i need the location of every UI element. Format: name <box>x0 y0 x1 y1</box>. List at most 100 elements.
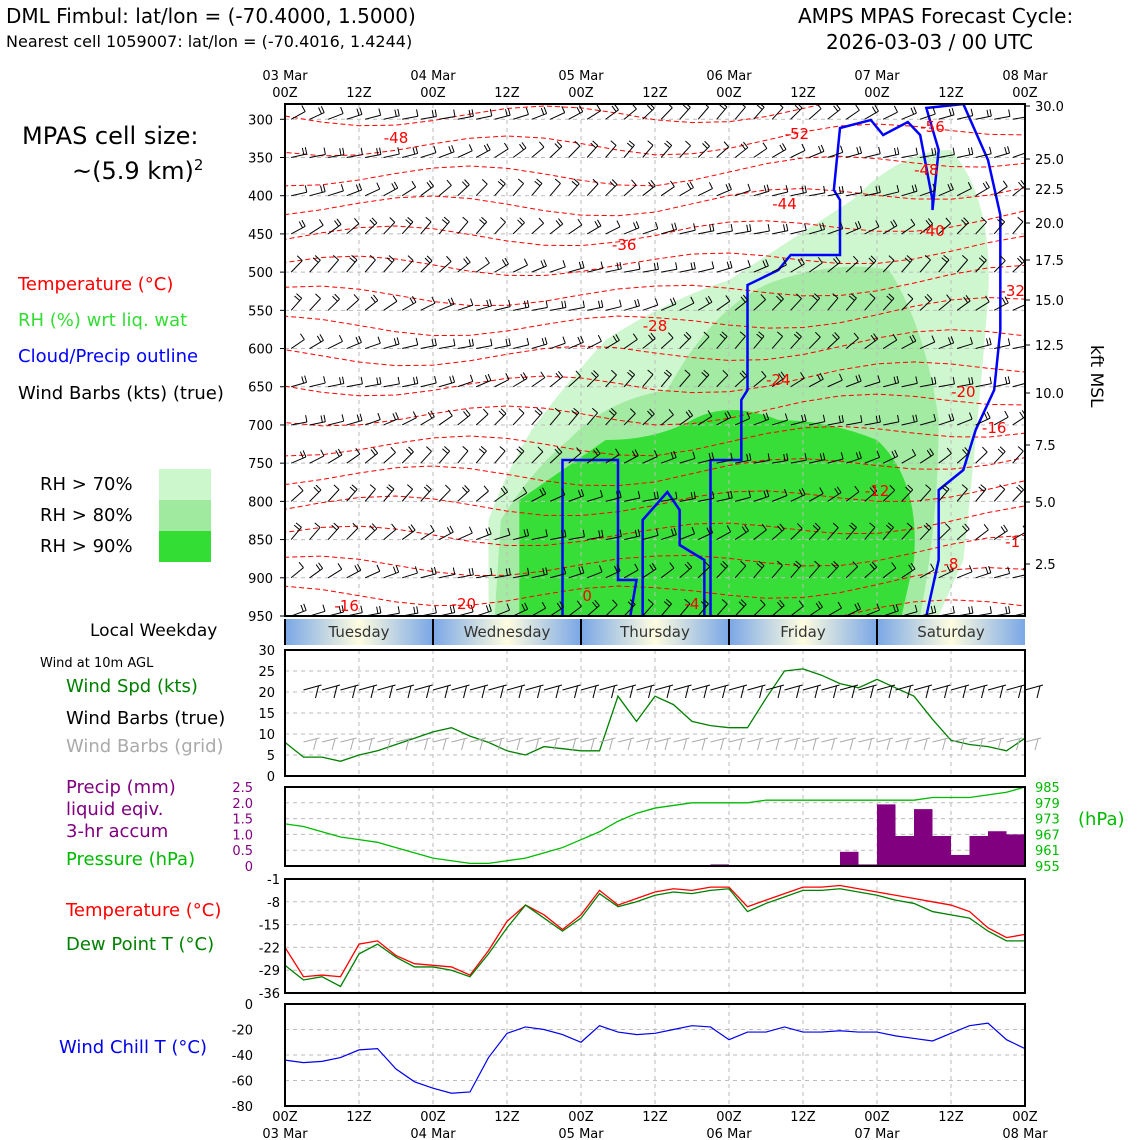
wind-barb-flag <box>817 256 823 264</box>
wind-barb <box>475 149 491 158</box>
wind-barb-flag <box>944 523 951 529</box>
wind-barb <box>808 606 823 616</box>
wind-barb-flag <box>489 299 493 307</box>
wind-barb-flag <box>814 331 821 338</box>
wind-barb-flag <box>444 446 451 452</box>
wind-barb <box>864 226 880 235</box>
wind-barb-flag <box>832 334 838 341</box>
wind-barb-flag <box>410 524 416 531</box>
precip-bar <box>877 804 896 866</box>
wind-barb-flag <box>470 298 474 306</box>
wind-barb-flag <box>1027 567 1029 574</box>
wind-barb-flag <box>671 223 675 231</box>
wind-barb <box>790 192 807 197</box>
wind-barb-flag <box>597 334 602 342</box>
wind-barb <box>679 336 692 349</box>
main-frame <box>284 103 1026 617</box>
weekday-cell <box>877 619 1025 645</box>
wind-tick-label: 5 <box>267 749 275 764</box>
wind-barb-flag <box>356 108 360 116</box>
wind-barb-true-flag <box>777 685 782 699</box>
wind-barb-flag <box>526 337 530 345</box>
wind-barb-flag <box>468 568 471 576</box>
wind-barb <box>531 265 547 273</box>
wind-barb-true-flag <box>555 685 560 699</box>
wind-barb <box>605 604 618 616</box>
legend-pressure: Pressure (hPa) <box>66 849 196 870</box>
wind-barb <box>623 184 637 197</box>
pressure-tick-label: 967 <box>1035 828 1060 843</box>
wind-barb <box>531 493 547 502</box>
wind-barb-grid <box>673 737 690 743</box>
wind-barb-flag <box>320 449 325 457</box>
wind-barb-flag <box>1027 606 1028 613</box>
wind-barb-flag <box>517 219 523 226</box>
wind-barb-flag <box>738 601 745 607</box>
wind-barb-flag <box>339 377 342 385</box>
wind-barb-grid <box>802 737 820 743</box>
wind-barb-grid-flag <box>609 738 613 751</box>
wind-barb-flag <box>822 414 826 422</box>
wind-barb <box>642 228 658 235</box>
wind-barb <box>679 457 696 464</box>
wind-barb-flag <box>730 490 733 498</box>
wind-barb-flag <box>578 261 582 269</box>
pressure-level-label: 400 <box>248 190 273 205</box>
wind-barb-flag <box>389 217 396 223</box>
wind-barb-grid-flag <box>442 738 447 751</box>
wind-barb-grid-flag <box>553 738 558 751</box>
wind-barb-grid-flag <box>405 738 410 751</box>
wind-barb-flag <box>562 336 566 344</box>
wind-barb <box>457 304 473 311</box>
wind-barb <box>975 572 992 579</box>
wind-barb <box>549 112 565 120</box>
wind-barb-grid-flag <box>627 738 632 751</box>
wind-barb-flag <box>997 448 1004 455</box>
wind-barb-flag <box>822 452 826 460</box>
wind-barb-flag <box>693 491 696 499</box>
weekday-cell <box>285 619 433 645</box>
wind-barb <box>457 150 473 158</box>
wind-barb-flag <box>888 255 895 261</box>
wind-barb-flag <box>1000 526 1006 533</box>
wind-barb <box>623 108 637 120</box>
wind-barb-flag <box>446 179 452 186</box>
wind-barb <box>753 529 767 540</box>
wind-barb <box>494 379 510 388</box>
kft-label: 22.5 <box>1035 183 1064 198</box>
top-time-label: 00Z <box>716 86 742 101</box>
wind-barb <box>790 565 802 579</box>
wind-barb-flag <box>834 488 839 495</box>
wind-barb-flag <box>800 257 805 265</box>
wind-barb-flag <box>379 606 382 614</box>
wind-barb <box>993 302 1009 311</box>
wind-barb <box>457 221 469 235</box>
wind-barb-flag <box>406 448 412 455</box>
wind-barb-grid-flag <box>498 738 502 751</box>
weekday-cell <box>433 619 581 645</box>
wind-barb-grid-flag <box>886 738 891 751</box>
wind-barb-flag <box>554 448 561 455</box>
wind-barb-flag <box>749 453 752 461</box>
bottom-time-label: 12Z <box>938 1110 964 1125</box>
wind-barb-flag <box>668 409 674 416</box>
wind-barb-flag <box>338 605 342 613</box>
wind-barb-flag <box>664 142 671 149</box>
wind-barb <box>568 412 580 426</box>
wind-barb <box>513 344 529 350</box>
wind-barb-flag <box>648 181 654 188</box>
wind-barb-flag <box>611 105 617 112</box>
wind-barb-flag <box>650 332 656 339</box>
wind-barb-true <box>599 684 618 691</box>
wind-barb-flag <box>434 338 437 346</box>
wind-barb-flag <box>776 331 783 337</box>
wind-barb <box>586 110 601 120</box>
wind-barb-flag <box>725 295 731 302</box>
wind-tick-label: 10 <box>258 728 275 743</box>
wind-barb-flag <box>337 448 343 456</box>
wind-barb <box>549 494 565 502</box>
wind-barb-grid-flag <box>738 738 743 751</box>
wind-barb-true-flag <box>426 685 430 699</box>
precip-bar <box>988 831 1007 866</box>
